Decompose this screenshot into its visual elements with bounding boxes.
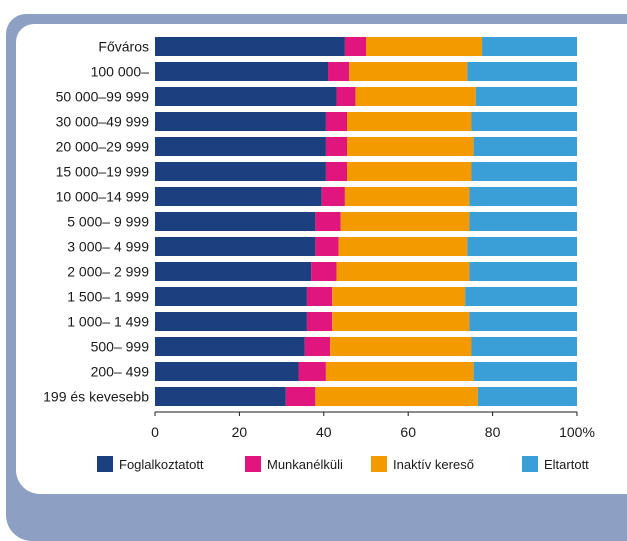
bar-segment-inakt-v-keres- bbox=[347, 162, 472, 181]
category-label: 100 000– bbox=[91, 64, 150, 80]
bar-segment-eltartott bbox=[471, 112, 577, 131]
bar-segment-inakt-v-keres- bbox=[355, 87, 476, 106]
category-label: 500– 999 bbox=[91, 339, 150, 355]
x-tick-label: 100% bbox=[559, 424, 595, 440]
x-tick-label: 80 bbox=[485, 424, 501, 440]
category-label: 1 500– 1 999 bbox=[67, 289, 149, 305]
x-tick-label: 20 bbox=[232, 424, 248, 440]
bar-segment-inakt-v-keres- bbox=[366, 37, 483, 56]
bar-segment-munkan-lk-li bbox=[328, 62, 350, 81]
category-label: 200– 499 bbox=[91, 364, 150, 380]
category-label: 3 000– 4 999 bbox=[67, 239, 149, 255]
bar-segment-munkan-lk-li bbox=[311, 262, 337, 281]
bar-segment-munkan-lk-li bbox=[325, 137, 348, 156]
bar-segment-munkan-lk-li bbox=[344, 37, 366, 56]
bar-segment-inakt-v-keres- bbox=[347, 137, 474, 156]
category-label: 15 000–19 999 bbox=[56, 164, 150, 180]
bar-segment-munkan-lk-li bbox=[298, 362, 326, 381]
legend-swatch bbox=[522, 456, 538, 472]
bar-segment-eltartott bbox=[467, 62, 577, 81]
bar-segment-foglalkoztatott bbox=[155, 262, 312, 281]
bar-segment-inakt-v-keres- bbox=[338, 237, 468, 256]
bar-segment-foglalkoztatott bbox=[155, 112, 326, 131]
bar-segment-eltartott bbox=[473, 137, 577, 156]
bar-segment-foglalkoztatott bbox=[155, 162, 326, 181]
bar-segment-eltartott bbox=[469, 262, 577, 281]
bar-segment-eltartott bbox=[469, 312, 577, 331]
x-tick-label: 40 bbox=[316, 424, 332, 440]
bar-segment-eltartott bbox=[477, 387, 577, 406]
bar-segment-foglalkoztatott bbox=[155, 137, 326, 156]
bar-segment-foglalkoztatott bbox=[155, 312, 307, 331]
bar-segment-eltartott bbox=[471, 162, 577, 181]
bar-segment-eltartott bbox=[467, 237, 577, 256]
bar-segment-foglalkoztatott bbox=[155, 212, 316, 231]
legend-label: Eltartott bbox=[544, 457, 589, 472]
legend-label: Munkanélküli bbox=[267, 457, 343, 472]
bar-segment-inakt-v-keres- bbox=[340, 212, 470, 231]
legend-swatch bbox=[97, 456, 113, 472]
category-label: 5 000– 9 999 bbox=[67, 214, 149, 230]
bar-segment-eltartott bbox=[465, 287, 577, 306]
bar-segment-foglalkoztatott bbox=[155, 187, 322, 206]
bar-segment-munkan-lk-li bbox=[321, 187, 345, 206]
bar-segment-eltartott bbox=[482, 37, 577, 56]
x-tick-label: 0 bbox=[151, 424, 159, 440]
bar-segment-inakt-v-keres- bbox=[330, 337, 472, 356]
bar-segment-eltartott bbox=[473, 362, 577, 381]
category-label: 199 és kevesebb bbox=[43, 389, 149, 405]
bar-segment-inakt-v-keres- bbox=[349, 62, 468, 81]
bar-segment-inakt-v-keres- bbox=[332, 312, 470, 331]
category-label: 20 000–29 999 bbox=[56, 139, 150, 155]
category-label: 2 000– 2 999 bbox=[67, 264, 149, 280]
bar-segment-munkan-lk-li bbox=[325, 112, 348, 131]
bar-segment-inakt-v-keres- bbox=[347, 112, 472, 131]
bar-segment-foglalkoztatott bbox=[155, 287, 307, 306]
legend-label: Foglalkoztatott bbox=[119, 457, 204, 472]
category-label: Főváros bbox=[98, 39, 149, 55]
bar-segment-munkan-lk-li bbox=[315, 237, 339, 256]
bar-segment-eltartott bbox=[471, 337, 577, 356]
bar-segment-foglalkoztatott bbox=[155, 337, 305, 356]
bar-segment-munkan-lk-li bbox=[306, 287, 333, 306]
bar-segment-eltartott bbox=[469, 212, 577, 231]
bar-segment-foglalkoztatott bbox=[155, 387, 286, 406]
bar-segment-foglalkoztatott bbox=[155, 362, 299, 381]
bar-segment-inakt-v-keres- bbox=[315, 387, 478, 406]
legend-label: Inaktív kereső bbox=[393, 457, 474, 472]
category-label: 30 000–49 999 bbox=[56, 114, 150, 130]
bar-segment-foglalkoztatott bbox=[155, 37, 345, 56]
bar-segment-inakt-v-keres- bbox=[344, 187, 470, 206]
category-label: 50 000–99 999 bbox=[56, 89, 150, 105]
bar-segment-munkan-lk-li bbox=[304, 337, 331, 356]
bar-segment-inakt-v-keres- bbox=[332, 287, 466, 306]
bar-segment-inakt-v-keres- bbox=[336, 262, 470, 281]
bar-segment-munkan-lk-li bbox=[306, 312, 333, 331]
legend-swatch bbox=[245, 456, 261, 472]
bar-segment-inakt-v-keres- bbox=[325, 362, 474, 381]
bar-segment-munkan-lk-li bbox=[315, 212, 341, 231]
bar-segment-munkan-lk-li bbox=[325, 162, 348, 181]
bar-segment-eltartott bbox=[475, 87, 577, 106]
category-label: 10 000–14 999 bbox=[56, 189, 150, 205]
legend-swatch bbox=[371, 456, 387, 472]
bar-segment-munkan-lk-li bbox=[285, 387, 316, 406]
x-tick-label: 60 bbox=[400, 424, 416, 440]
bar-segment-munkan-lk-li bbox=[336, 87, 356, 106]
bar-segment-foglalkoztatott bbox=[155, 87, 337, 106]
bar-segment-foglalkoztatott bbox=[155, 237, 316, 256]
bar-segment-foglalkoztatott bbox=[155, 62, 329, 81]
bar-segment-eltartott bbox=[469, 187, 577, 206]
category-label: 1 000– 1 499 bbox=[67, 314, 149, 330]
